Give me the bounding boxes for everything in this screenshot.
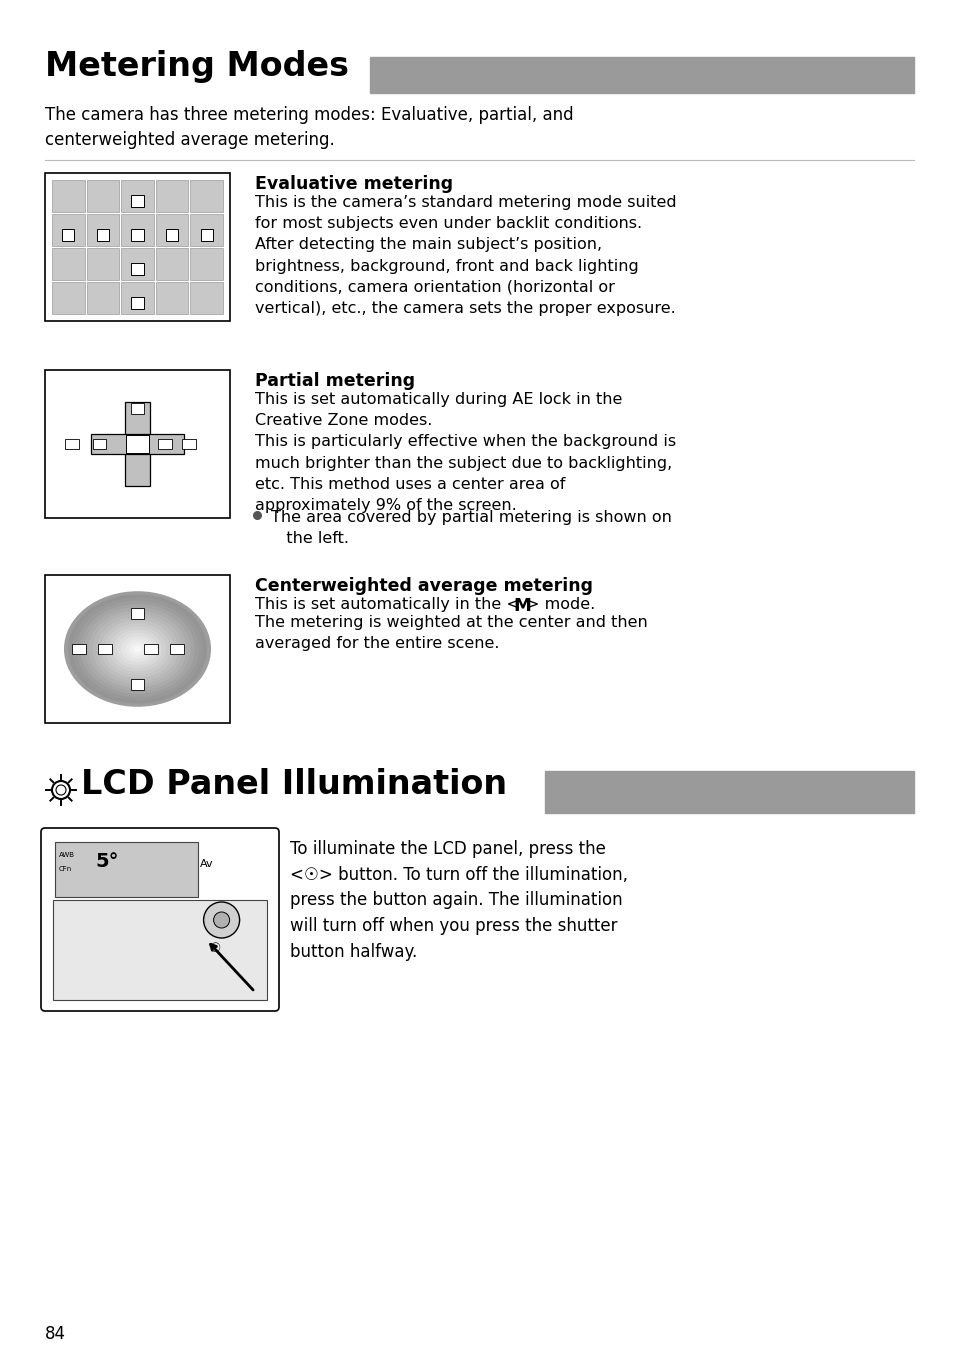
- Bar: [121, 247, 153, 280]
- Ellipse shape: [112, 629, 162, 668]
- Bar: [91, 434, 184, 455]
- Bar: [171, 643, 184, 655]
- Bar: [45, 370, 230, 518]
- Bar: [155, 214, 188, 246]
- Text: The area covered by partial metering is shown on
   the left.: The area covered by partial metering is …: [271, 510, 671, 546]
- Bar: [52, 214, 85, 246]
- Circle shape: [203, 902, 239, 937]
- Bar: [144, 643, 158, 655]
- Bar: [53, 900, 267, 999]
- Ellipse shape: [76, 601, 198, 697]
- Ellipse shape: [92, 613, 182, 685]
- Bar: [132, 195, 143, 207]
- Ellipse shape: [80, 604, 194, 694]
- Bar: [191, 214, 223, 246]
- Bar: [71, 643, 86, 655]
- Bar: [155, 282, 188, 313]
- Text: This is set automatically in the <: This is set automatically in the <: [254, 597, 519, 612]
- Text: 5°: 5°: [95, 851, 118, 872]
- Text: The metering is weighted at the center and then
averaged for the entire scene.: The metering is weighted at the center a…: [254, 615, 647, 651]
- Bar: [132, 264, 143, 274]
- FancyBboxPatch shape: [41, 829, 278, 1011]
- Bar: [45, 174, 230, 321]
- Ellipse shape: [117, 633, 158, 664]
- Text: LCD Panel Illumination: LCD Panel Illumination: [81, 768, 507, 802]
- Bar: [131, 679, 144, 690]
- Bar: [191, 180, 223, 213]
- Bar: [132, 229, 143, 241]
- Bar: [55, 842, 197, 897]
- Bar: [87, 214, 119, 246]
- Bar: [87, 247, 119, 280]
- Bar: [155, 180, 188, 213]
- Ellipse shape: [72, 597, 203, 701]
- Bar: [158, 438, 172, 449]
- Text: Partial metering: Partial metering: [254, 373, 415, 390]
- Bar: [97, 229, 109, 241]
- Circle shape: [213, 912, 230, 928]
- Ellipse shape: [68, 594, 207, 703]
- Bar: [52, 282, 85, 313]
- Bar: [52, 247, 85, 280]
- Bar: [544, 771, 913, 812]
- Bar: [121, 180, 153, 213]
- Text: ☉: ☉: [210, 941, 220, 955]
- Ellipse shape: [130, 643, 146, 655]
- Ellipse shape: [101, 620, 174, 678]
- Bar: [45, 576, 230, 724]
- Text: This is the camera’s standard metering mode suited
for most subjects even under : This is the camera’s standard metering m…: [254, 195, 676, 316]
- Bar: [166, 229, 178, 241]
- Bar: [155, 247, 188, 280]
- Ellipse shape: [84, 607, 191, 691]
- Bar: [121, 214, 153, 246]
- Ellipse shape: [89, 611, 187, 687]
- Bar: [62, 229, 74, 241]
- Ellipse shape: [133, 646, 141, 652]
- Ellipse shape: [109, 627, 166, 671]
- Text: Metering Modes: Metering Modes: [45, 50, 349, 83]
- Ellipse shape: [121, 636, 153, 662]
- Ellipse shape: [96, 617, 178, 681]
- Bar: [132, 297, 143, 309]
- Text: Evaluative metering: Evaluative metering: [254, 175, 453, 192]
- Text: AWB: AWB: [59, 851, 75, 858]
- Text: Av: Av: [199, 859, 213, 869]
- Text: CFn: CFn: [59, 866, 72, 872]
- Ellipse shape: [64, 592, 211, 707]
- Bar: [200, 229, 213, 241]
- Text: This is set automatically during AE lock in the
Creative Zone modes.
This is par: This is set automatically during AE lock…: [254, 391, 676, 514]
- Text: The camera has three metering modes: Evaluative, partial, and
centerweighted ave: The camera has three metering modes: Eva…: [45, 106, 573, 149]
- Text: Centerweighted average metering: Centerweighted average metering: [254, 577, 593, 594]
- Bar: [65, 438, 78, 449]
- Bar: [191, 247, 223, 280]
- Circle shape: [56, 785, 66, 795]
- Bar: [370, 56, 913, 93]
- Text: > mode.: > mode.: [525, 597, 595, 612]
- Bar: [191, 282, 223, 313]
- Bar: [87, 180, 119, 213]
- Bar: [52, 180, 85, 213]
- Text: To illuminate the LCD panel, press the
<☉> button. To turn off the illumination,: To illuminate the LCD panel, press the <…: [290, 841, 627, 960]
- Bar: [125, 402, 150, 486]
- Bar: [126, 436, 149, 453]
- Bar: [182, 438, 196, 449]
- Text: M: M: [513, 597, 530, 615]
- Text: 84: 84: [45, 1325, 66, 1344]
- Ellipse shape: [105, 623, 170, 675]
- Bar: [87, 282, 119, 313]
- Circle shape: [52, 781, 70, 799]
- Bar: [97, 643, 112, 655]
- Ellipse shape: [125, 639, 150, 659]
- Bar: [92, 438, 106, 449]
- Bar: [131, 404, 144, 414]
- Bar: [131, 608, 144, 619]
- Bar: [121, 282, 153, 313]
